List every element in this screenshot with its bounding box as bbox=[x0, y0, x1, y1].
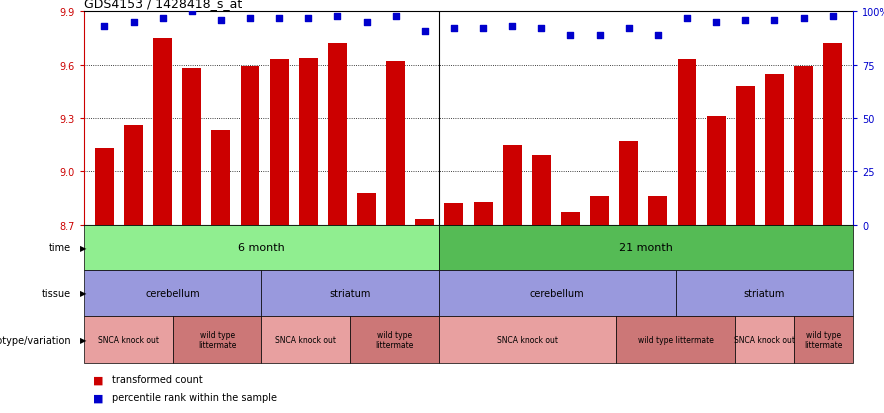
Point bbox=[738, 18, 752, 24]
Bar bbox=[765, 74, 784, 225]
Text: transformed count: transformed count bbox=[112, 374, 203, 385]
Bar bbox=[262, 316, 350, 363]
Bar bbox=[124, 126, 143, 225]
Bar bbox=[675, 271, 853, 316]
Point bbox=[505, 24, 519, 31]
Point bbox=[592, 33, 606, 39]
Point bbox=[447, 26, 461, 33]
Bar bbox=[561, 213, 580, 225]
Text: SNCA knock out: SNCA knock out bbox=[275, 335, 336, 344]
Bar bbox=[95, 149, 114, 225]
Bar bbox=[445, 204, 463, 225]
Point bbox=[796, 15, 811, 22]
Bar bbox=[172, 316, 262, 363]
Point bbox=[621, 26, 636, 33]
Bar bbox=[357, 193, 376, 225]
Text: wild type
littermate: wild type littermate bbox=[198, 330, 236, 349]
Text: percentile rank within the sample: percentile rank within the sample bbox=[112, 392, 278, 403]
Bar bbox=[240, 67, 260, 225]
Bar bbox=[648, 197, 667, 225]
Bar bbox=[474, 202, 492, 225]
Text: 6 month: 6 month bbox=[238, 243, 285, 253]
Point bbox=[826, 13, 840, 20]
Bar bbox=[706, 117, 726, 225]
Text: cerebellum: cerebellum bbox=[145, 288, 200, 298]
Text: GDS4153 / 1428418_s_at: GDS4153 / 1428418_s_at bbox=[84, 0, 242, 10]
Bar bbox=[270, 60, 289, 225]
Text: SNCA knock out: SNCA knock out bbox=[98, 335, 159, 344]
Text: SNCA knock out: SNCA knock out bbox=[734, 335, 795, 344]
Point bbox=[476, 26, 490, 33]
Bar bbox=[84, 316, 172, 363]
Text: striatum: striatum bbox=[743, 288, 785, 298]
Bar bbox=[616, 316, 735, 363]
Bar bbox=[182, 69, 202, 225]
Point bbox=[389, 13, 403, 20]
Bar bbox=[84, 271, 262, 316]
Point bbox=[534, 26, 548, 33]
Point bbox=[680, 15, 694, 22]
Point bbox=[156, 15, 170, 22]
Text: ▶: ▶ bbox=[80, 289, 86, 298]
Point bbox=[97, 24, 111, 31]
Bar bbox=[350, 316, 439, 363]
Bar bbox=[794, 316, 853, 363]
Point bbox=[126, 20, 141, 26]
Text: wild type
littermate: wild type littermate bbox=[376, 330, 414, 349]
Bar bbox=[439, 271, 675, 316]
Text: ■: ■ bbox=[93, 392, 103, 403]
Bar bbox=[591, 197, 609, 225]
Bar bbox=[503, 145, 522, 225]
Text: genotype/variation: genotype/variation bbox=[0, 335, 71, 345]
Bar bbox=[620, 142, 638, 225]
Bar bbox=[211, 131, 231, 225]
Point bbox=[331, 13, 345, 20]
Text: wild type
littermate: wild type littermate bbox=[804, 330, 842, 349]
Bar bbox=[794, 67, 813, 225]
Point bbox=[301, 15, 316, 22]
Bar bbox=[677, 60, 697, 225]
Bar bbox=[439, 225, 853, 271]
Text: cerebellum: cerebellum bbox=[530, 288, 584, 298]
Bar bbox=[532, 156, 551, 225]
Bar bbox=[439, 316, 616, 363]
Bar bbox=[328, 44, 347, 225]
Text: 21 month: 21 month bbox=[619, 243, 673, 253]
Point bbox=[272, 15, 286, 22]
Bar bbox=[823, 44, 842, 225]
Point bbox=[243, 15, 257, 22]
Bar bbox=[262, 271, 439, 316]
Bar bbox=[415, 220, 434, 225]
Bar bbox=[386, 62, 405, 225]
Point bbox=[214, 18, 228, 24]
Bar bbox=[735, 316, 794, 363]
Text: ▶: ▶ bbox=[80, 335, 86, 344]
Point bbox=[709, 20, 723, 26]
Point bbox=[360, 20, 374, 26]
Text: time: time bbox=[49, 243, 71, 253]
Point bbox=[185, 9, 199, 16]
Bar bbox=[735, 87, 755, 225]
Point bbox=[767, 18, 781, 24]
Bar bbox=[153, 39, 172, 225]
Bar bbox=[84, 225, 439, 271]
Text: ■: ■ bbox=[93, 374, 103, 385]
Text: striatum: striatum bbox=[330, 288, 371, 298]
Text: tissue: tissue bbox=[42, 288, 71, 298]
Text: wild type littermate: wild type littermate bbox=[637, 335, 713, 344]
Text: SNCA knock out: SNCA knock out bbox=[497, 335, 558, 344]
Point bbox=[418, 28, 432, 35]
Bar bbox=[299, 59, 317, 225]
Point bbox=[651, 33, 665, 39]
Text: ▶: ▶ bbox=[80, 243, 86, 252]
Point bbox=[563, 33, 577, 39]
